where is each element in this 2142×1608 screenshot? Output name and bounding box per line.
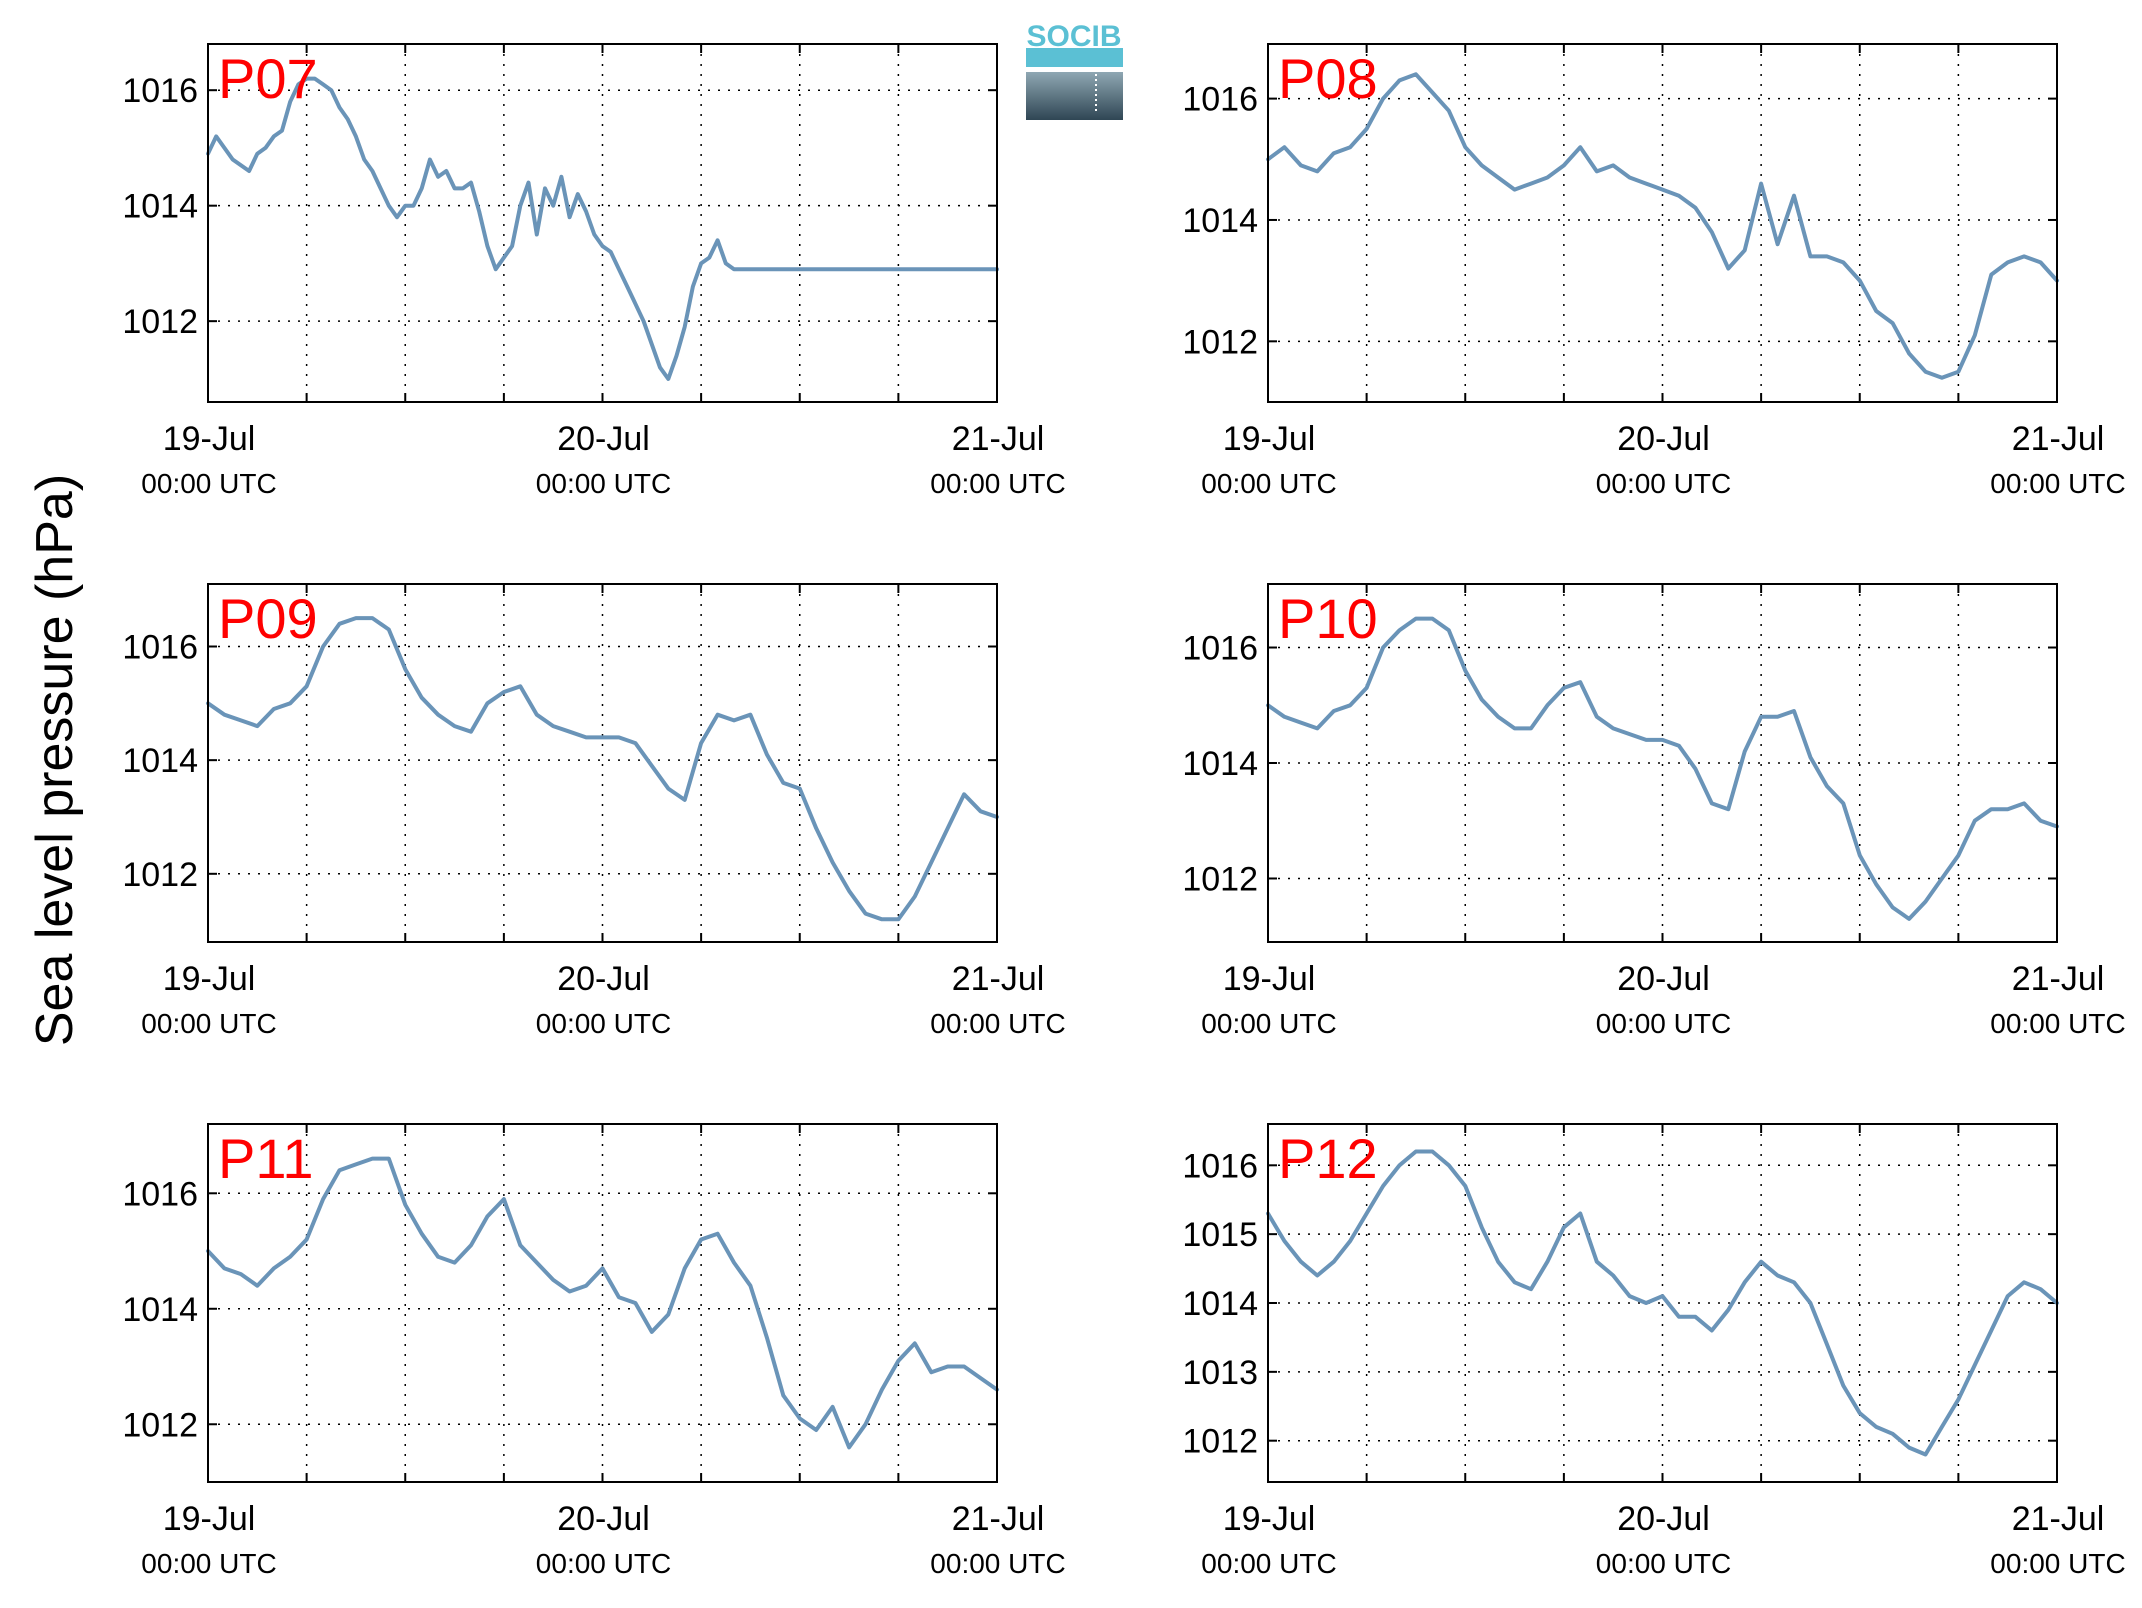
x-tick-label-time: 00:00 UTC <box>1201 1008 1336 1039</box>
panel-p08: 1012 1014 1016 19-Jul 00:00 UTC 20-Jul 00:00 U… <box>1182 43 2126 499</box>
x-tick-label-date: 20-Jul <box>1617 960 1710 998</box>
x-tick-label-time: 00:00 UTC <box>141 1548 276 1579</box>
panel-p12: 1012 1013 1014 1015 1016 19-Jul 00:00 UTC 20-Ju… <box>1182 1123 2126 1579</box>
panel-p07: 1012 1014 1016 19-Jul 00:00 UTC 20-Jul 00:00 U… <box>122 43 1066 499</box>
panel-p11: 1012 1014 1016 19-Jul 00:00 UTC 20-Jul 00:00 U… <box>122 1123 1066 1579</box>
y-tick-label: 1016 <box>1182 630 1258 668</box>
x-tick-label-date: 20-Jul <box>1617 420 1710 458</box>
x-tick-label-date: 20-Jul <box>1617 1500 1710 1538</box>
panel-title: P12 <box>1278 1127 1378 1190</box>
y-tick-label: 1016 <box>122 72 198 110</box>
y-tick-label: 1013 <box>1182 1354 1258 1392</box>
x-tick-label-date: 20-Jul <box>557 420 650 458</box>
x-tick-label-date: 21-Jul <box>2012 960 2105 998</box>
y-tick-label: 1014 <box>122 1291 198 1329</box>
x-tick-label-date: 21-Jul <box>2012 420 2105 458</box>
panel-title: P10 <box>1278 587 1378 650</box>
socib-logo: SOCIB <box>1026 20 1123 120</box>
y-tick-label: 1012 <box>1182 323 1258 361</box>
y-tick-label: 1014 <box>122 188 198 226</box>
x-tick-label-date: 21-Jul <box>952 960 1045 998</box>
y-tick-label: 1014 <box>1182 1285 1258 1323</box>
x-tick-label-date: 21-Jul <box>952 1500 1045 1538</box>
series-line-p08 <box>1266 72 2059 380</box>
series-line-p09 <box>206 616 999 922</box>
axes-frame <box>1267 43 2058 403</box>
socib-logo-text: SOCIB <box>1026 20 1121 53</box>
x-tick-label-date: 21-Jul <box>952 420 1045 458</box>
y-axis-label: Sea level pressure (hPa) <box>26 474 84 1046</box>
y-tick-label: 1012 <box>1182 1423 1258 1461</box>
x-tick-label-time: 00:00 UTC <box>141 468 276 499</box>
x-tick-label-time: 00:00 UTC <box>1201 1548 1336 1579</box>
x-tick-label-time: 00:00 UTC <box>536 1008 671 1039</box>
x-tick-label-date: 19-Jul <box>163 1500 256 1538</box>
y-tick-label: 1016 <box>1182 81 1258 119</box>
series-line-p10 <box>1266 616 2059 921</box>
panel-p10: 1012 1014 1016 19-Jul 00:00 UTC 20-Jul 00:00 U… <box>1182 583 2126 1039</box>
y-tick-label: 1015 <box>1182 1216 1258 1254</box>
x-tick-label-date: 19-Jul <box>1223 420 1316 458</box>
x-tick-label-time: 00:00 UTC <box>141 1008 276 1039</box>
x-tick-label-time: 00:00 UTC <box>1596 1548 1731 1579</box>
axes-frame <box>207 1123 998 1483</box>
x-tick-label-time: 00:00 UTC <box>930 468 1065 499</box>
y-tick-label: 1016 <box>122 629 198 667</box>
y-tick-label: 1016 <box>1182 1147 1258 1185</box>
panel-title: P08 <box>1278 47 1378 110</box>
x-tick-label-time: 00:00 UTC <box>1201 468 1336 499</box>
x-tick-label-date: 19-Jul <box>163 960 256 998</box>
y-tick-label: 1012 <box>122 1406 198 1444</box>
axes-frame <box>1267 1123 2058 1483</box>
x-tick-label-time: 00:00 UTC <box>930 1548 1065 1579</box>
y-tick-label: 1016 <box>122 1175 198 1213</box>
x-tick-label-date: 20-Jul <box>557 960 650 998</box>
x-tick-label-time: 00:00 UTC <box>536 468 671 499</box>
x-tick-label-time: 00:00 UTC <box>536 1548 671 1579</box>
y-tick-label: 1012 <box>1182 860 1258 898</box>
x-tick-label-time: 00:00 UTC <box>1990 1008 2125 1039</box>
panel-title: P07 <box>218 47 318 110</box>
panels: 1012 1014 1016 19-Jul 00:00 UTC 20-Jul 00:00 U… <box>122 43 2126 1579</box>
axes-frame <box>1267 583 2058 943</box>
axes-frame <box>207 43 998 403</box>
x-tick-label-time: 00:00 UTC <box>930 1008 1065 1039</box>
x-tick-label-date: 19-Jul <box>1223 1500 1316 1538</box>
axes-frame <box>207 583 998 943</box>
x-tick-label-time: 00:00 UTC <box>1596 468 1731 499</box>
panel-p09: 1012 1014 1016 19-Jul 00:00 UTC 20-Jul 00:00 U… <box>122 583 1066 1039</box>
x-tick-label-time: 00:00 UTC <box>1990 1548 2125 1579</box>
x-tick-label-date: 20-Jul <box>557 1500 650 1538</box>
x-tick-label-time: 00:00 UTC <box>1990 468 2125 499</box>
y-tick-label: 1014 <box>1182 202 1258 240</box>
x-tick-label-date: 21-Jul <box>2012 1500 2105 1538</box>
y-tick-label: 1012 <box>122 303 198 341</box>
x-tick-label-date: 19-Jul <box>1223 960 1316 998</box>
x-tick-label-date: 19-Jul <box>163 420 256 458</box>
series-line-p07 <box>206 76 999 381</box>
series-line-p11 <box>206 1156 999 1450</box>
y-tick-label: 1014 <box>122 742 198 780</box>
panel-title: P09 <box>218 587 318 650</box>
x-tick-label-time: 00:00 UTC <box>1596 1008 1731 1039</box>
y-tick-label: 1014 <box>1182 745 1258 783</box>
series-line-p12 <box>1266 1149 2059 1457</box>
panel-title: P11 <box>218 1127 313 1190</box>
y-tick-label: 1012 <box>122 856 198 894</box>
